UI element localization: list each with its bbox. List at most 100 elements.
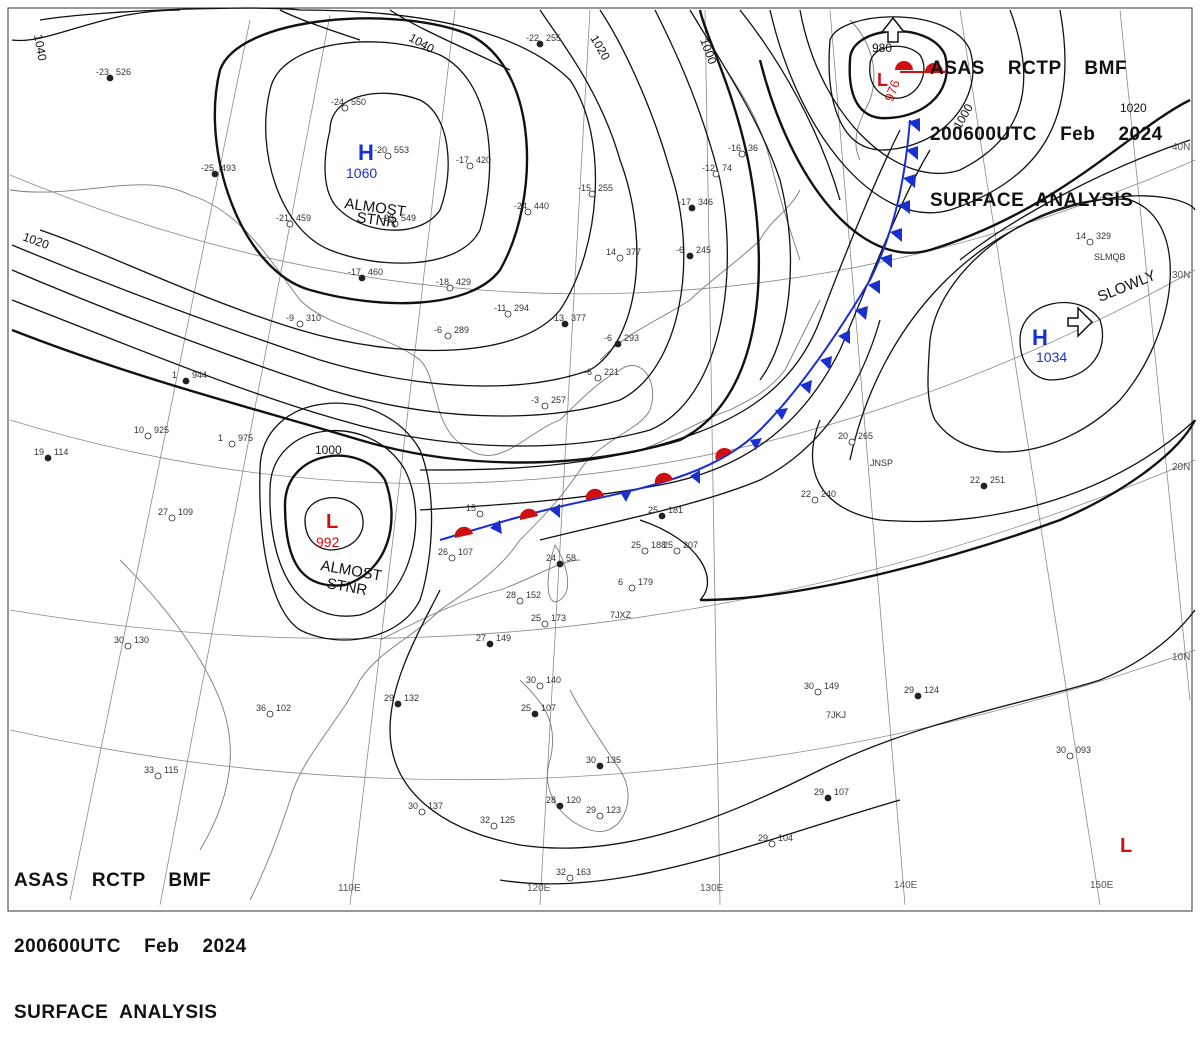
station-temp: 28 [506, 590, 516, 600]
station-plot: 32 163 [556, 867, 591, 882]
station-temp: -17 [456, 155, 469, 165]
station-plot: -17 346 [678, 197, 713, 212]
station-circle [144, 432, 152, 440]
cold-front-pip [906, 146, 918, 160]
isobar-label: 1000 [697, 36, 719, 66]
station-temp: 10 [134, 425, 144, 435]
parallel-line [9, 649, 1196, 781]
isobar-label: 1040 [31, 33, 49, 62]
station-plot: -16 36 [728, 143, 758, 158]
isobar [389, 9, 511, 71]
weather-map: -23 526 -24 550 -20 553 -25 493 -21 459 -23 549 -17 4… [7, 7, 1197, 912]
station-temp: -24 [514, 201, 527, 211]
station-circle [394, 700, 402, 708]
station-pressure: 221 [604, 367, 619, 377]
map-border [7, 7, 1193, 912]
high-center-letter: H [358, 140, 374, 165]
header-bottom-line1: ASAS RCTP BMF [14, 870, 212, 891]
lat-label: 20N [1172, 462, 1190, 473]
lat-label: 40N [1172, 142, 1190, 153]
station-circle [588, 190, 596, 198]
note-stnr: STNR [325, 575, 368, 599]
station-id: JNSP [870, 458, 893, 468]
cold-front-pip [908, 118, 920, 132]
isobar [11, 9, 761, 464]
station-plot: -6 221 [584, 367, 619, 382]
station-pressure: 251 [990, 475, 1005, 485]
station-pressure: 120 [566, 795, 581, 805]
station-circle [168, 514, 176, 522]
warm-front-pip [454, 526, 473, 538]
isobar-label: 980 [872, 41, 892, 55]
station-circle [541, 402, 549, 410]
cold-front-pip [903, 174, 916, 188]
station-id: 7JKJ [826, 710, 846, 720]
station-circle [658, 512, 666, 520]
station-circle [466, 162, 474, 170]
station-circle [536, 40, 544, 48]
isobar [499, 799, 901, 885]
isobar [699, 419, 1197, 602]
station-circle [712, 170, 720, 178]
station-pressure: 310 [306, 313, 321, 323]
station-plot: 25 207 [663, 540, 698, 555]
station-pressure: 130 [134, 635, 149, 645]
cold-front-pip [880, 254, 892, 268]
meridian-line [1119, 9, 1191, 701]
station-circle [1066, 752, 1074, 760]
header-top-line1: ASAS RCTP BMF [930, 58, 1128, 79]
station-pressure: 107 [834, 787, 849, 797]
header-bottom: ASAS RCTP BMF 200600UTC Feb 2024 SURFACE… [14, 826, 247, 1046]
header-top: ASAS RCTP BMF 200600UTC Feb 2024 SURFACE… [930, 14, 1163, 234]
station-plot: -11 294 [494, 303, 529, 318]
station-temp: 29 [904, 685, 914, 695]
station-pressure: 109 [178, 507, 193, 517]
isobar [213, 17, 529, 305]
station-plot: 1 975 [218, 433, 253, 448]
station-plot: 36 102 [256, 703, 291, 718]
isobar [828, 16, 974, 151]
station-temp: -21 [276, 213, 289, 223]
station-pressure: 975 [238, 433, 253, 443]
station-circle [641, 547, 649, 555]
station-circle [596, 762, 604, 770]
station-pressure: 293 [624, 333, 639, 343]
station-circle [341, 104, 349, 112]
station-pressure: 152 [526, 590, 541, 600]
station-circle [616, 254, 624, 262]
station-circle [296, 320, 304, 328]
station-temp: -6 [584, 367, 592, 377]
lat-label: 10N [1172, 652, 1190, 663]
station-pressure: 459 [296, 213, 311, 223]
isobar [849, 195, 1196, 461]
station-plot: -18 429 [436, 277, 471, 292]
parallel-line [9, 269, 1196, 484]
station-temp: -6 [676, 245, 684, 255]
station-circle [154, 772, 162, 780]
station-pressure: 124 [924, 685, 939, 695]
station-temp: 24 [546, 553, 556, 563]
meridian-line [349, 9, 456, 906]
station-circle [686, 252, 694, 260]
station-pressure: 58 [566, 553, 576, 563]
lon-label: 140E [894, 880, 918, 891]
isobar [959, 139, 1191, 261]
station-plot: 10 925 [134, 425, 169, 440]
isobar-label: 1020 [1120, 101, 1147, 115]
cold-front-pip [775, 408, 788, 420]
station-temp: 32 [556, 867, 566, 877]
isobar-label: 1000 [315, 443, 342, 457]
coast-philippines [519, 679, 629, 832]
coast-indochina [119, 559, 231, 851]
station-pressure: 149 [824, 681, 839, 691]
station-temp: 33 [144, 765, 154, 775]
station-plot: 25 188 [631, 540, 666, 555]
station-temp: 1 [218, 433, 223, 443]
map-canvas: -23 526 -24 550 -20 553 -25 493 -21 459 -23 549 -17 4… [7, 7, 1197, 912]
station-plot: 25 173 [531, 613, 566, 628]
station-circle [358, 274, 366, 282]
station-plot: -3 257 [531, 395, 566, 410]
station-pressure: 137 [428, 801, 443, 811]
station-plot: 29 123 [586, 805, 621, 820]
station-pressure: 420 [476, 155, 491, 165]
